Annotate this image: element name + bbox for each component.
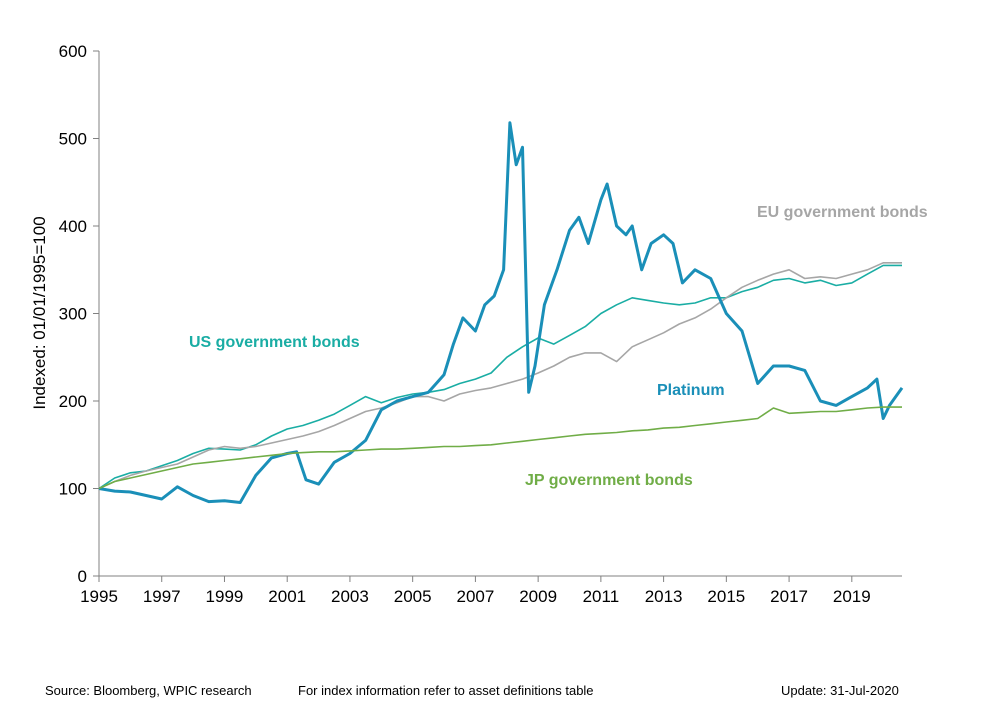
x-tick-label: 2013 <box>645 587 683 606</box>
series-line-us-government-bonds <box>98 264 902 490</box>
label-jp-government-bonds: JP government bonds <box>525 472 693 489</box>
y-tick-label: 400 <box>59 217 87 236</box>
y-ticks: 0 100 200 300 400 500 600 <box>59 42 99 586</box>
x-tick-label: 2017 <box>770 587 808 606</box>
y-axis-label: Indexed: 01/01/1995=100 <box>30 216 49 409</box>
x-tick-label: 1997 <box>143 587 181 606</box>
y-tick-label: 0 <box>78 567 87 586</box>
label-platinum: Platinum <box>657 382 725 399</box>
x-tick-label: 2001 <box>268 587 306 606</box>
x-tick-label: 1999 <box>206 587 244 606</box>
x-tick-label: 2015 <box>707 587 745 606</box>
y-tick-label: 100 <box>59 480 87 499</box>
x-ticks: 1995 1997 1999 2001 2003 2005 2007 2009 2011 2013… <box>80 576 871 606</box>
y-tick-label: 300 <box>59 305 87 324</box>
x-tick-label: 1995 <box>80 587 118 606</box>
series-line-eu-government-bonds <box>98 261 902 490</box>
axes <box>98 51 902 577</box>
x-tick-label: 2005 <box>394 587 432 606</box>
y-tick-label: 600 <box>59 42 87 61</box>
y-tick-label: 200 <box>59 392 87 411</box>
x-tick-label: 2003 <box>331 587 369 606</box>
x-tick-label: 2009 <box>519 587 557 606</box>
footer-index-info: For index information refer to asset def… <box>298 683 594 698</box>
y-tick-label: 500 <box>59 130 87 149</box>
label-eu-government-bonds: EU government bonds <box>757 204 928 221</box>
footer-source: Source: Bloomberg, WPIC research <box>45 683 252 698</box>
x-tick-label: 2019 <box>833 587 871 606</box>
footer-update: Update: 31-Jul-2020 <box>781 683 899 698</box>
label-us-government-bonds: US government bonds <box>189 334 360 351</box>
x-tick-label: 2007 <box>456 587 494 606</box>
series-line-platinum <box>98 121 904 504</box>
series-line-jp-government-bonds <box>98 406 902 490</box>
series-lines <box>98 121 904 504</box>
x-tick-label: 2011 <box>583 587 620 606</box>
